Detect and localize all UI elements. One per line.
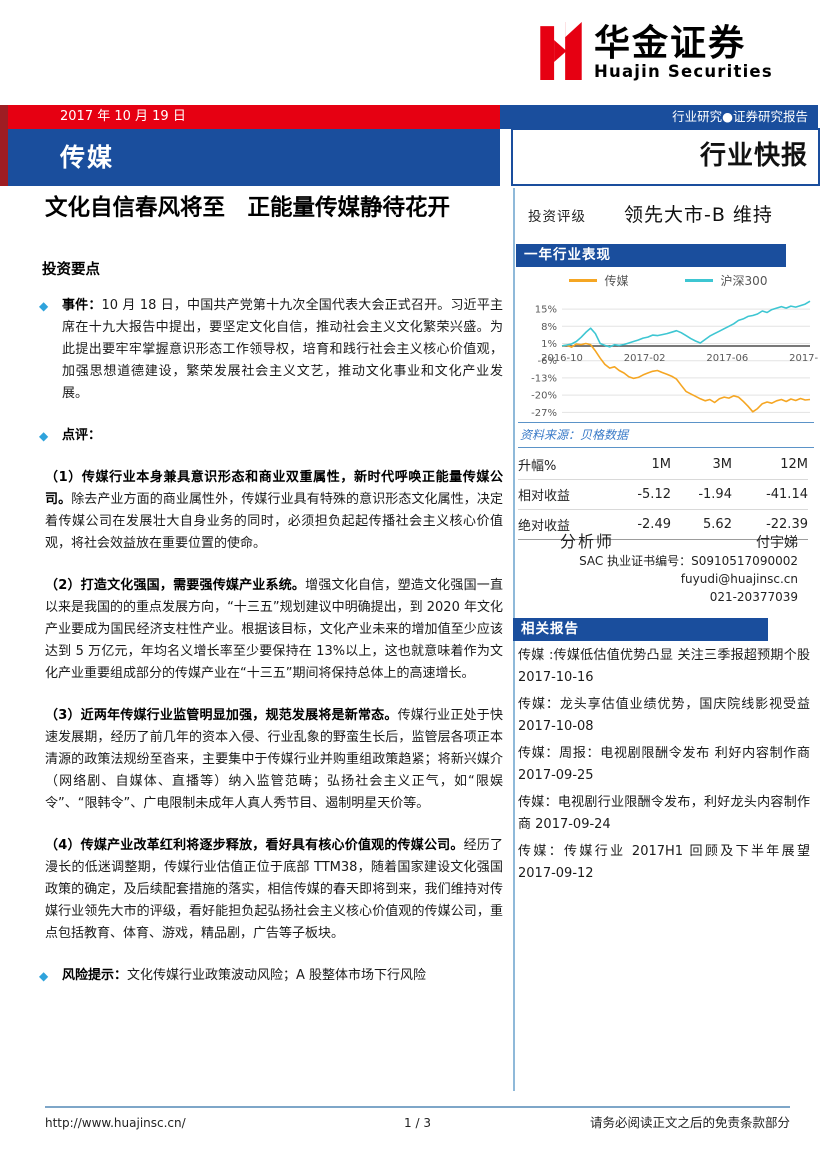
diamond-bullet-icon: ◆ xyxy=(39,969,49,983)
related-report-item: 传媒：周报：电视剧限酬令发布 利好内容制作商 2017-09-25 xyxy=(518,743,810,787)
svg-text:-6%: -6% xyxy=(538,356,557,367)
footer-url: http://www.huajinsc.cn/ xyxy=(45,1116,186,1130)
section-heading: 投资要点 xyxy=(42,262,100,278)
analyst-block: 分析师 付宇娣 SAC 执业证书编号：S0910517090002 fuyudi… xyxy=(518,528,798,606)
svg-text:2016-10: 2016-10 xyxy=(541,353,583,364)
related-report-title: 传媒：龙头享估值业绩优势，国庆院线影视受益 xyxy=(518,697,810,712)
investment-points-list: ◆ 事件：10 月 18 日，中国共产党第十九次全国代表大会正式召开。习近平主席在… xyxy=(39,295,503,1007)
legend-line-swatch xyxy=(568,279,597,282)
diamond-bullet-icon: ◆ xyxy=(39,299,49,313)
related-report-title: 传媒 :传媒低估值优势凸显 关注三季报超预期个股 xyxy=(518,648,810,663)
legend-label: 传媒 xyxy=(604,274,629,288)
report-date: 2017 年 10 月 19 日 xyxy=(8,105,500,129)
data-source-note: 资料来源：贝格数据 xyxy=(520,428,629,442)
analyst-sac: SAC 执业证书编号：S0910517090002 xyxy=(579,554,798,568)
brand-logo: 华金证券 Huajin Securities xyxy=(540,22,773,84)
related-report-title: 传媒：电视剧行业限酬令发布，利好龙头内容制作商 xyxy=(518,795,810,832)
paragraph-lead: （2）打造文化强国，需要强传媒产业系统。 xyxy=(45,578,306,593)
paragraph-text: 文化传媒行业政策波动风险；A 股整体市场下行风险 xyxy=(127,968,427,983)
page-number: 1 / 3 xyxy=(404,1116,431,1130)
svg-text:-20%: -20% xyxy=(531,391,557,402)
related-report-item: 传媒：传媒行业 2017H1 回顾及下半年展望 2017-09-12 xyxy=(518,841,810,885)
analyst-email: fuyudi@huajinsc.cn xyxy=(680,572,798,586)
rating-value: 领先大市-B 维持 xyxy=(624,204,773,226)
paragraph-lead: （1）传媒行业本身兼具意识形态和商业双重属性，新时代呼唤正能量传媒公司。 xyxy=(45,470,503,507)
legend-entry: 传媒 xyxy=(568,272,629,289)
related-report-item: 传媒：电视剧行业限酬令发布，利好龙头内容制作商 2017-09-24 xyxy=(518,792,810,836)
svg-text:8%: 8% xyxy=(541,322,557,333)
table-header-cell: 升幅% xyxy=(518,459,557,474)
svg-text:2017-02: 2017-02 xyxy=(624,353,666,364)
report-paragraph: ◆ 事件：10 月 18 日，中国共产党第十九次全国代表大会正式召开。习近平主席在… xyxy=(39,295,503,405)
chart-legend: 传媒 沪深300 xyxy=(518,272,818,289)
analyst-heading: 分析师 xyxy=(560,532,615,551)
svg-text:2017-06: 2017-06 xyxy=(706,353,748,364)
analyst-name: 付宇娣 xyxy=(756,535,798,551)
paragraph-text: 经历了漫长的低迷调整期，传媒行业估值正位于底部 TTM38，随着国家建设文化强国… xyxy=(45,838,503,941)
table-header-cell: 1M xyxy=(651,457,671,472)
table-header-cell: 3M xyxy=(712,457,732,472)
chart-banner: 一年行业表现 xyxy=(516,244,786,267)
report-paragraph: （2）打造文化强国，需要强传媒产业系统。增强文化自信，塑造文化强国一直以来是我国… xyxy=(45,575,503,685)
huajin-logo-icon xyxy=(540,22,582,84)
legend-label: 沪深300 xyxy=(720,274,768,288)
related-report-date: 2017-09-12 xyxy=(518,866,594,881)
report-paragraph: ◆ 风险提示：文化传媒行业政策波动风险；A 股整体市场下行风险 xyxy=(39,965,503,987)
related-report-date: 2017-09-25 xyxy=(518,768,594,783)
legend-entry: 沪深300 xyxy=(684,272,768,289)
paragraph-lead: （3）近两年传媒行业监管明显加强，规范发展将是新常态。 xyxy=(45,708,398,723)
legend-line-swatch xyxy=(684,279,713,282)
related-report-item: 传媒：龙头享估值业绩优势，国庆院线影视受益 2017-10-08 xyxy=(518,694,810,738)
analyst-phone: 021-20377039 xyxy=(709,590,798,604)
report-category-tag: 行业研究●证券研究报告 xyxy=(500,105,818,129)
svg-text:2017-10: 2017-10 xyxy=(789,353,818,364)
brand-name-cn: 华金证券 xyxy=(594,22,747,64)
related-reports-banner: 相关报告 xyxy=(513,618,768,641)
footer-divider xyxy=(45,1106,790,1108)
related-report-item: 传媒 :传媒低估值优势凸显 关注三季报超预期个股 2017-10-16 xyxy=(518,645,810,689)
paragraph-lead: 事件： xyxy=(62,298,102,313)
rating-label: 投资评级 xyxy=(528,209,586,225)
related-report-date: 2017-10-08 xyxy=(518,719,594,734)
performance-table: 升幅% 1M 3M 12M 相对收益 -5.12 -1.94 -41.14 绝对收益 -2.49… xyxy=(518,450,808,540)
paragraph-text: 传媒行业正处于快速发展期，经历了前几年的资本入侵、行业乱象的野蛮生长后，监管层各… xyxy=(45,708,503,811)
divider-line xyxy=(518,447,814,448)
related-reports-list: 传媒 :传媒低估值优势凸显 关注三季报超预期个股 2017-10-16 传媒：龙… xyxy=(518,645,810,890)
footer-disclaimer: 请务必阅读正文之后的免责条款部分 xyxy=(589,1115,790,1130)
performance-chart: 15% 8% 1% -6% -13% -20% -27% 2016-10 2017-02 2017… xyxy=(531,300,818,419)
paragraph-lead: （4）传媒产业改革红利将逐步释放，看好具有核心价值观的传媒公司。 xyxy=(45,838,464,853)
report-paragraph: ◆ 点评： xyxy=(39,425,503,447)
svg-text:-27%: -27% xyxy=(531,408,557,419)
brand-name-en: Huajin Securities xyxy=(594,62,773,82)
paragraph-text: 增强文化自信，塑造文化强国一直以来是我国的的重点发展方向，“十三五”规划建议中明… xyxy=(45,578,503,681)
page-title: 文化自信春风将至 正能量传媒静待花开 xyxy=(45,195,451,221)
divider-line xyxy=(518,422,814,423)
related-report-date: 2017-09-24 xyxy=(535,817,611,832)
svg-text:1%: 1% xyxy=(541,339,557,350)
sector-title: 传媒 xyxy=(8,129,500,186)
diamond-bullet-icon: ◆ xyxy=(39,429,49,443)
footer: http://www.huajinsc.cn/ 1 / 3 请务必阅读正文之后的… xyxy=(45,1112,790,1131)
related-report-title: 传媒：周报：电视剧限酬令发布 利好内容制作商 xyxy=(518,746,810,761)
table-header-cell: 12M xyxy=(780,457,808,472)
svg-text:-13%: -13% xyxy=(531,373,557,384)
paragraph-lead: 点评： xyxy=(62,428,102,443)
report-paragraph: （1）传媒行业本身兼具意识形态和商业双重属性，新时代呼唤正能量传媒公司。除去产业… xyxy=(45,467,503,555)
svg-text:15%: 15% xyxy=(535,305,557,316)
table-row: 绝对收益 -2.49 5.62 -22.39 xyxy=(518,510,808,540)
report-paragraph: （3）近两年传媒行业监管明显加强，规范发展将是新常态。传媒行业正处于快速发展期，… xyxy=(45,705,503,815)
paragraph-text: 除去产业方面的商业属性外，传媒行业具有特殊的意识形态文化属性，决定着传媒公司在发… xyxy=(45,492,503,551)
related-report-title: 传媒：传媒行业 2017H1 回顾及下半年展望 xyxy=(518,844,810,859)
paragraph-lead: 风险提示： xyxy=(62,968,128,983)
report-type-box: 行业快报 xyxy=(511,128,820,186)
report-paragraph: （4）传媒产业改革红利将逐步释放，看好具有核心价值观的传媒公司。经历了漫长的低迷… xyxy=(45,835,503,945)
table-row: 相对收益 -5.12 -1.94 -41.14 xyxy=(518,480,808,510)
left-accent-strip xyxy=(0,105,8,186)
paragraph-text: 10 月 18 日，中国共产党第十九次全国代表大会正式召开。习近平主席在十九大报… xyxy=(62,298,503,401)
related-report-date: 2017-10-16 xyxy=(518,670,594,685)
